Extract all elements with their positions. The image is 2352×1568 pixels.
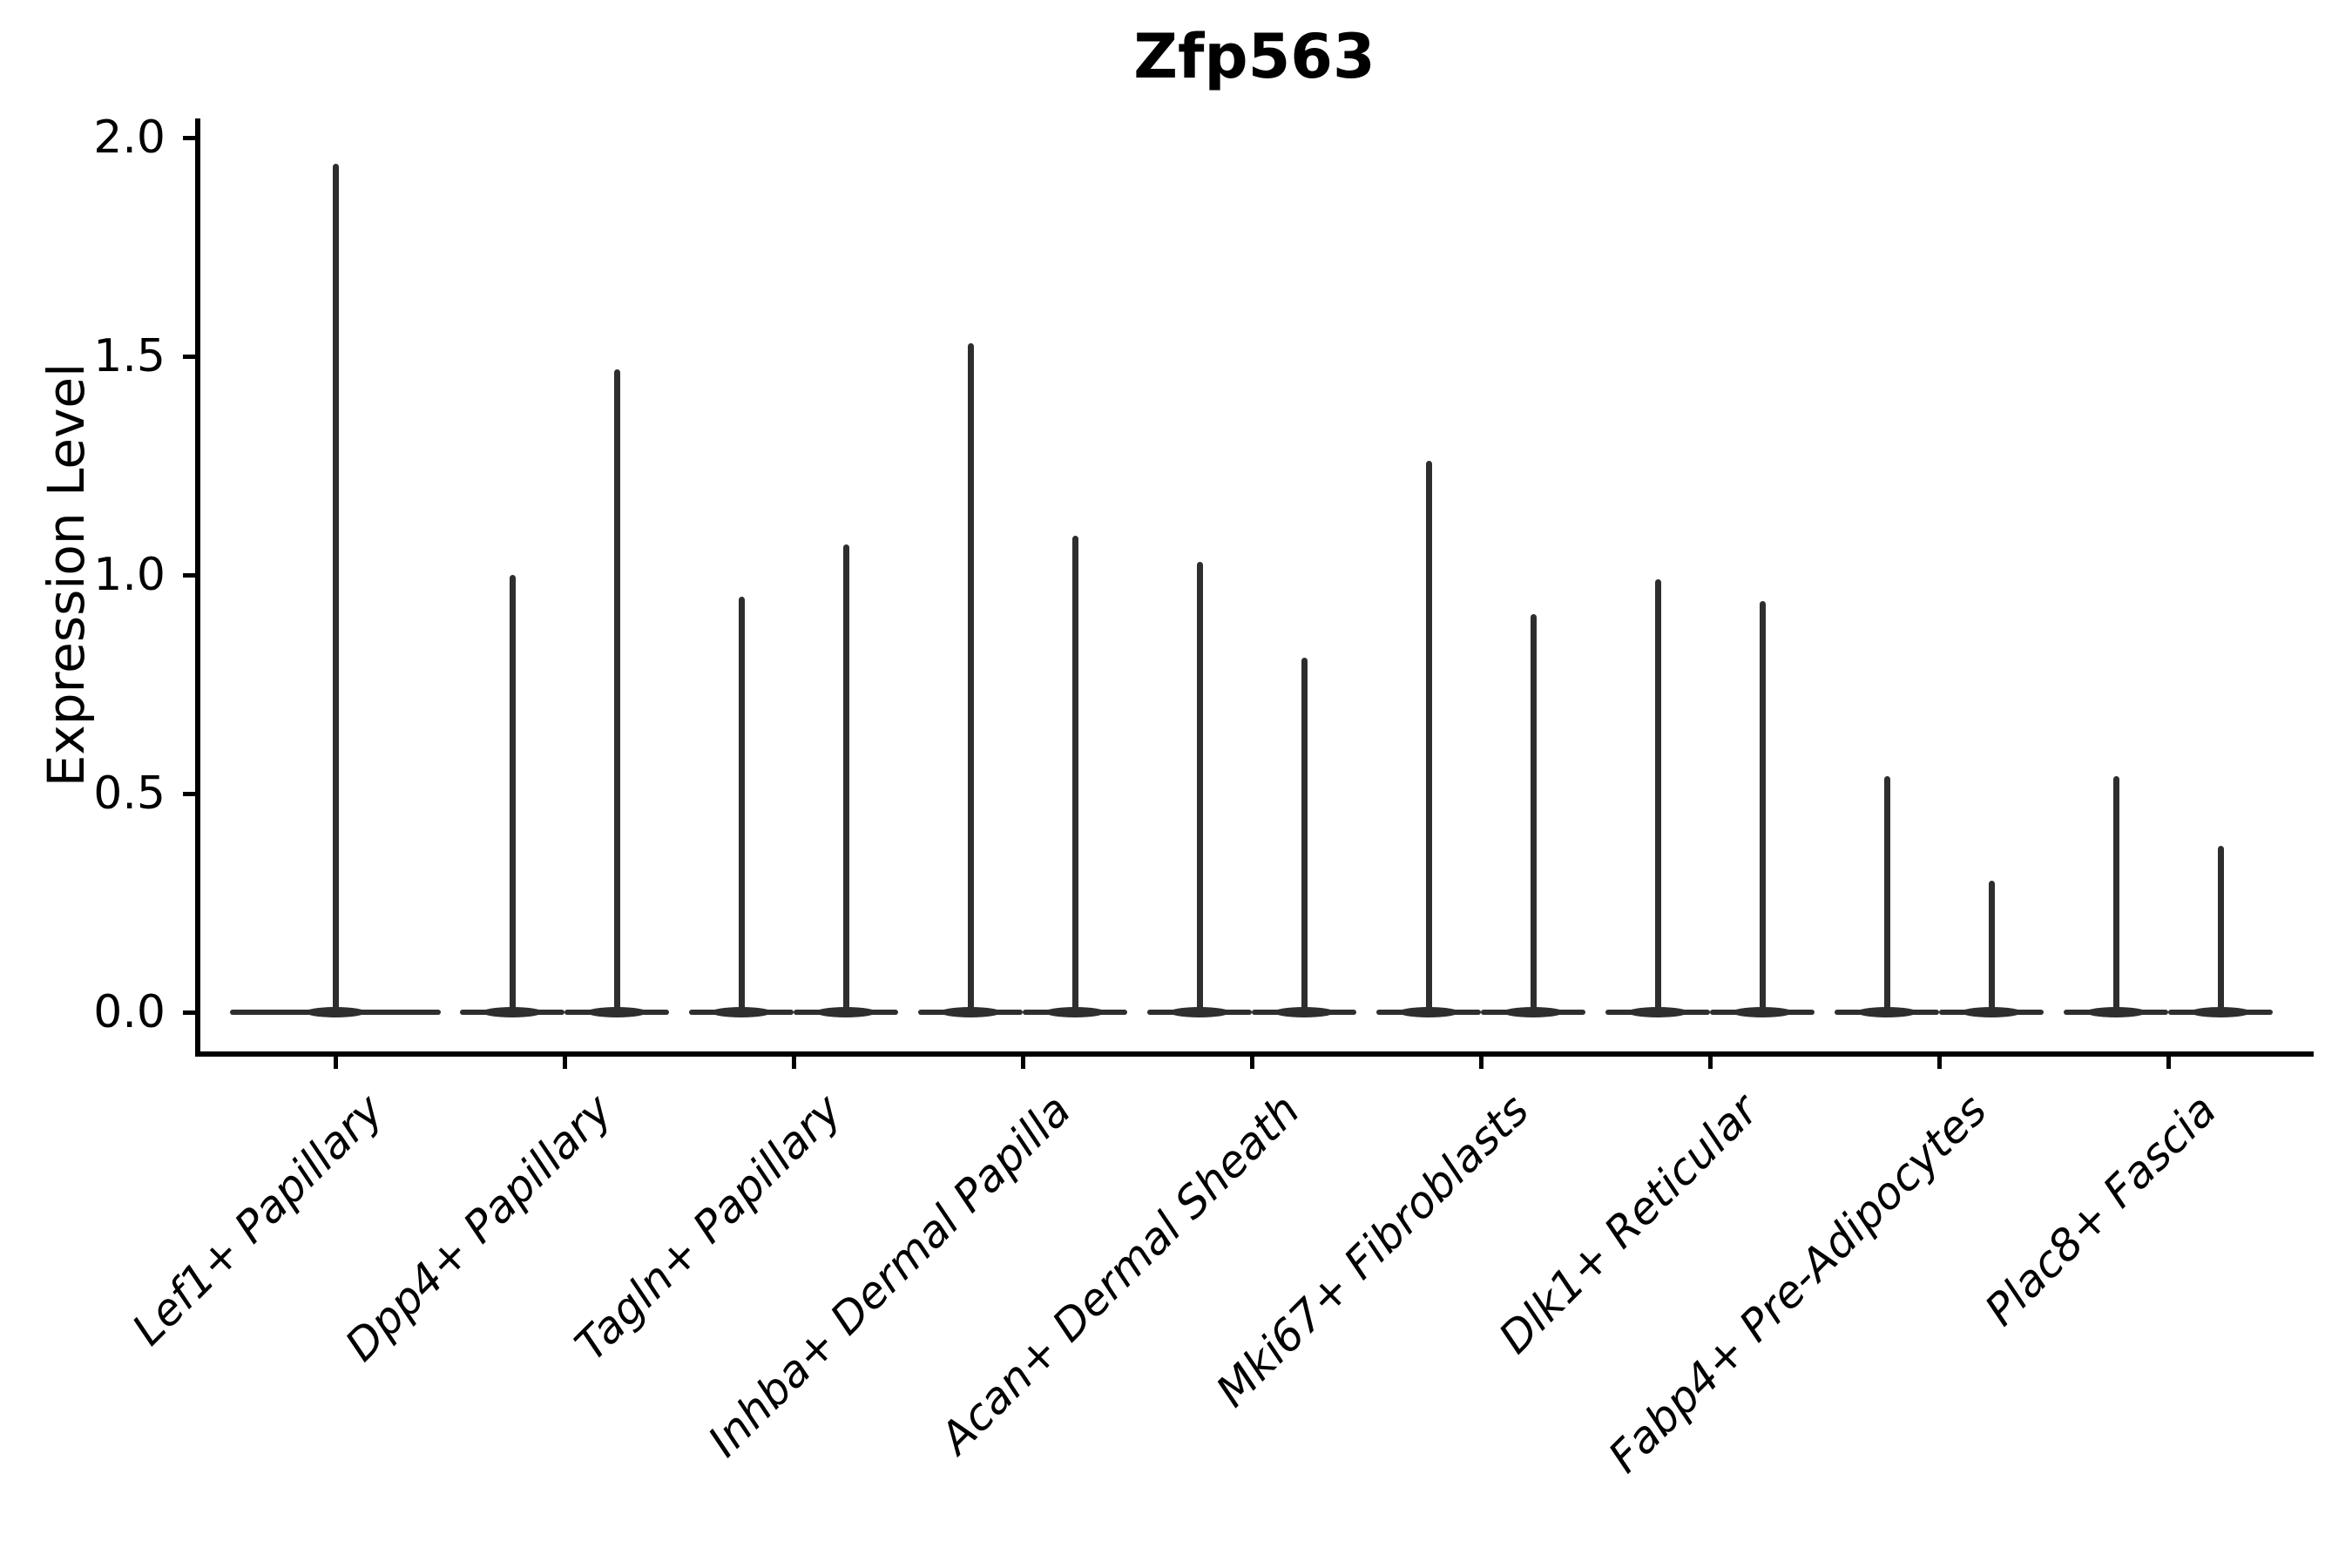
y-tick-label: 1.0 (93, 549, 166, 601)
violin-spike (332, 164, 339, 1015)
x-axis-spine (195, 1051, 2314, 1057)
x-tick-mark (1936, 1057, 1942, 1069)
violin-spike (1883, 775, 1890, 1015)
x-tick-mark (1707, 1057, 1713, 1069)
violin-spike (967, 342, 974, 1015)
y-tick-mark (183, 572, 195, 578)
x-tick-label: Lef1+ Papillary (122, 1085, 394, 1355)
x-tick-mark (1249, 1057, 1254, 1069)
y-axis-spine (195, 118, 200, 1057)
violin-spike (2112, 775, 2119, 1015)
x-tick-mark (1478, 1057, 1484, 1069)
y-tick-label: 0.5 (93, 767, 166, 820)
violin-spike (1425, 461, 1432, 1015)
x-tick-mark (1020, 1057, 1025, 1069)
violin-spike (1196, 561, 1203, 1015)
y-tick-label: 2.0 (93, 112, 166, 164)
violin-spike (842, 544, 849, 1015)
violin-spike (509, 575, 516, 1015)
y-axis-label: Expression Level (37, 362, 96, 787)
x-tick-mark (2166, 1057, 2171, 1069)
violin-spike (2217, 846, 2224, 1015)
y-tick-mark (183, 1010, 195, 1015)
violin-spike (1654, 579, 1661, 1015)
x-tick-mark (562, 1057, 567, 1069)
y-tick-mark (183, 791, 195, 796)
violin-spike (1530, 614, 1537, 1015)
violin-spike (738, 597, 745, 1015)
violin-spike (1301, 658, 1308, 1015)
x-tick-label: Plac8+ Fascia (1975, 1085, 2227, 1336)
x-tick-mark (333, 1057, 338, 1069)
y-tick-mark (183, 354, 195, 359)
x-tick-mark (791, 1057, 796, 1069)
y-tick-mark (183, 135, 195, 140)
chart-title: Zfp563 (1133, 21, 1375, 92)
violin-spike (1759, 601, 1766, 1015)
violin-spike (1071, 535, 1078, 1015)
x-tick-label: Fabp4+ Pre-Adipocytes (1598, 1085, 1997, 1483)
violin-spike (613, 369, 620, 1015)
violin-spike (1988, 881, 1995, 1015)
y-tick-label: 1.5 (93, 330, 166, 382)
y-tick-label: 0.0 (93, 986, 166, 1038)
